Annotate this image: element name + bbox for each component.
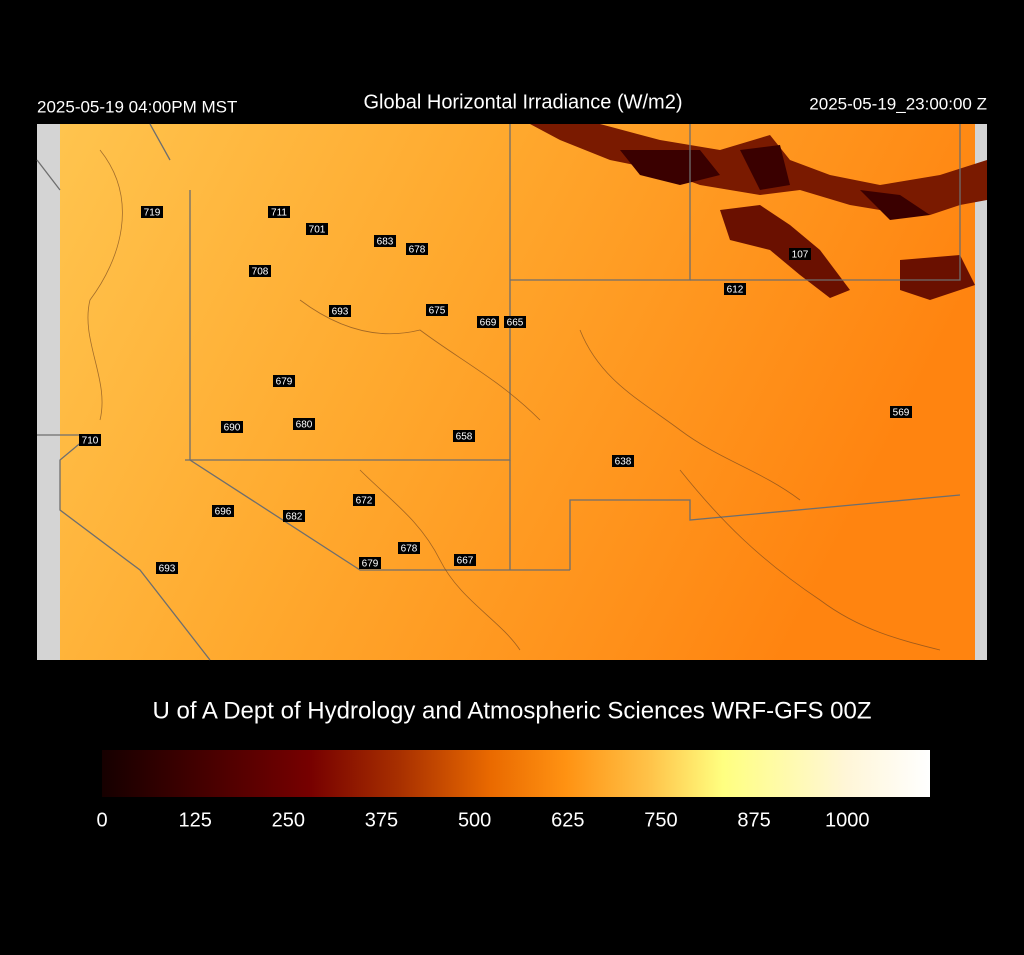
station-box [221, 421, 243, 433]
credit: U of A Dept of Hydrology and Atmospheric… [153, 697, 872, 724]
colorbar-tick-label: 1000 [825, 809, 870, 831]
colorbar-tick-label: 0 [96, 809, 107, 831]
station-value: 683 [377, 237, 394, 248]
utc-time: 2025-05-19_23:00:00 Z [809, 94, 987, 113]
station-box [426, 304, 448, 316]
station-value: 612 [727, 285, 744, 296]
local-time: 2025-05-19 04:00PM MST [37, 97, 237, 116]
station-box [374, 235, 396, 247]
station-value: 690 [224, 423, 241, 434]
station-value: 719 [144, 208, 161, 219]
station-box [141, 206, 163, 218]
station-labels: 719 711 701 683 678 708 693 675 669 665 107 612 679 6… [79, 206, 912, 575]
cloud-core [620, 145, 930, 220]
station-value: 680 [296, 420, 313, 431]
colorbar-tick-label: 875 [737, 809, 770, 831]
station-box [249, 265, 271, 277]
station-box [268, 206, 290, 218]
station-box [273, 375, 295, 387]
station-value: 107 [792, 250, 809, 261]
irradiance-field [60, 124, 975, 660]
station-box [453, 430, 475, 442]
station-value: 710 [82, 436, 99, 447]
station-value: 682 [286, 512, 303, 523]
station-box [504, 316, 526, 328]
station-box [359, 557, 381, 569]
colorbar-tick-label: 375 [365, 809, 398, 831]
colorbar-tick-label: 500 [458, 809, 491, 831]
station-box [353, 494, 375, 506]
station-value: 667 [457, 556, 474, 567]
station-box [283, 510, 305, 522]
station-value: 638 [615, 457, 632, 468]
station-value: 701 [309, 225, 326, 236]
station-box [454, 554, 476, 566]
colorbar-tick-label: 125 [178, 809, 211, 831]
map-title: Global Horizontal Irradiance (W/m2) [364, 91, 683, 113]
station-box [306, 223, 328, 235]
station-value: 669 [480, 318, 497, 329]
station-box [789, 248, 811, 260]
colorbar [102, 750, 930, 797]
station-box [329, 305, 351, 317]
station-box [79, 434, 101, 446]
station-value: 569 [893, 408, 910, 419]
station-value: 696 [215, 507, 232, 518]
station-box [398, 542, 420, 554]
station-box [890, 406, 912, 418]
station-value: 708 [252, 267, 269, 278]
station-box [406, 243, 428, 255]
station-value: 658 [456, 432, 473, 443]
cloud-band [720, 205, 975, 300]
contours [87, 149, 941, 651]
station-value: 678 [409, 245, 426, 256]
station-box [212, 505, 234, 517]
station-box [477, 316, 499, 328]
station-box [293, 418, 315, 430]
station-box [612, 455, 634, 467]
colorbar-tick-label: 625 [551, 809, 584, 831]
map [36, 123, 987, 661]
colorbar-ticks: 0 125 250 375 500 625 750 875 1000 [96, 797, 870, 831]
station-value: 672 [356, 496, 373, 507]
station-value: 675 [429, 306, 446, 317]
station-box [156, 562, 178, 574]
station-value: 678 [401, 544, 418, 555]
colorbar-tick-label: 250 [272, 809, 305, 831]
station-value: 679 [276, 377, 293, 388]
station-value: 665 [507, 318, 524, 329]
station-value: 693 [332, 307, 349, 318]
station-value: 679 [362, 559, 379, 570]
station-value: 693 [159, 564, 176, 575]
colorbar-tick-label: 750 [644, 809, 677, 831]
station-value: 711 [271, 208, 287, 219]
station-box [724, 283, 746, 295]
